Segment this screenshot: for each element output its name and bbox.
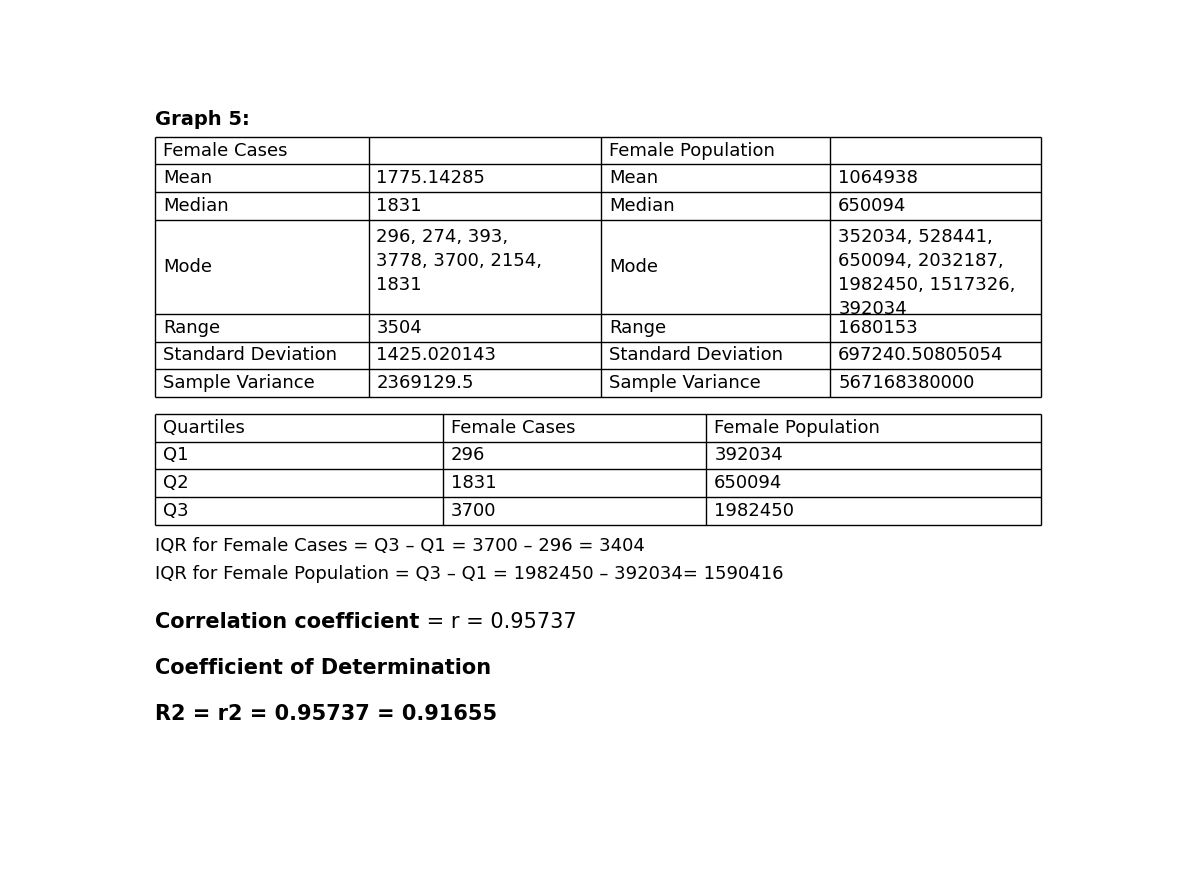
Text: Q2: Q2 — [163, 474, 188, 493]
Text: Graph 5:: Graph 5: — [156, 110, 250, 129]
Text: 567168380000: 567168380000 — [838, 374, 974, 392]
Text: Mode: Mode — [163, 258, 212, 276]
Text: 296: 296 — [451, 446, 485, 464]
Text: Q3: Q3 — [163, 502, 188, 520]
Text: IQR for Female Population = Q3 – Q1 = 1982450 – 392034= 1590416: IQR for Female Population = Q3 – Q1 = 19… — [156, 565, 784, 583]
Text: 3504: 3504 — [377, 318, 422, 337]
Text: 1680153: 1680153 — [838, 318, 918, 337]
Text: Range: Range — [608, 318, 666, 337]
Text: Coefficient of Determination: Coefficient of Determination — [156, 658, 492, 678]
Text: 697240.50805054: 697240.50805054 — [838, 347, 1003, 364]
Text: Female Cases: Female Cases — [163, 141, 288, 159]
Text: Standard Deviation: Standard Deviation — [163, 347, 337, 364]
Text: 1831: 1831 — [377, 197, 422, 215]
Text: IQR for Female Cases = Q3 – Q1 = 3700 – 296 = 3404: IQR for Female Cases = Q3 – Q1 = 3700 – … — [156, 537, 646, 556]
Text: 3700: 3700 — [451, 502, 497, 520]
Text: Range: Range — [163, 318, 221, 337]
Text: Quartiles: Quartiles — [163, 419, 245, 436]
Text: Median: Median — [163, 197, 229, 215]
Text: 1064938: 1064938 — [838, 169, 918, 188]
Text: Sample Variance: Sample Variance — [163, 374, 314, 392]
Text: R2 = r2 = 0.95737 = 0.91655: R2 = r2 = 0.95737 = 0.91655 — [156, 704, 498, 725]
Text: 352034, 528441,
650094, 2032187,
1982450, 1517326,
392034: 352034, 528441, 650094, 2032187, 1982450… — [838, 228, 1015, 318]
Text: 1831: 1831 — [451, 474, 497, 493]
Text: Sample Variance: Sample Variance — [608, 374, 761, 392]
Text: Female Population: Female Population — [714, 419, 880, 436]
Text: Mean: Mean — [163, 169, 212, 188]
Text: Median: Median — [608, 197, 674, 215]
Text: Standard Deviation: Standard Deviation — [608, 347, 782, 364]
Text: = r = 0.95737: = r = 0.95737 — [420, 612, 576, 632]
Text: Mean: Mean — [608, 169, 658, 188]
Text: 296, 274, 393,
3778, 3700, 2154,
1831: 296, 274, 393, 3778, 3700, 2154, 1831 — [377, 228, 542, 294]
Text: Female Cases: Female Cases — [451, 419, 575, 436]
Text: Mode: Mode — [608, 258, 658, 276]
Text: Correlation coefficient: Correlation coefficient — [156, 612, 420, 632]
Text: 1775.14285: 1775.14285 — [377, 169, 485, 188]
Text: 650094: 650094 — [714, 474, 782, 493]
Text: 1425.020143: 1425.020143 — [377, 347, 497, 364]
Text: 650094: 650094 — [838, 197, 906, 215]
Text: 392034: 392034 — [714, 446, 782, 464]
Text: Female Population: Female Population — [608, 141, 775, 159]
Text: 2369129.5: 2369129.5 — [377, 374, 474, 392]
Text: 1982450: 1982450 — [714, 502, 794, 520]
Text: Q1: Q1 — [163, 446, 188, 464]
